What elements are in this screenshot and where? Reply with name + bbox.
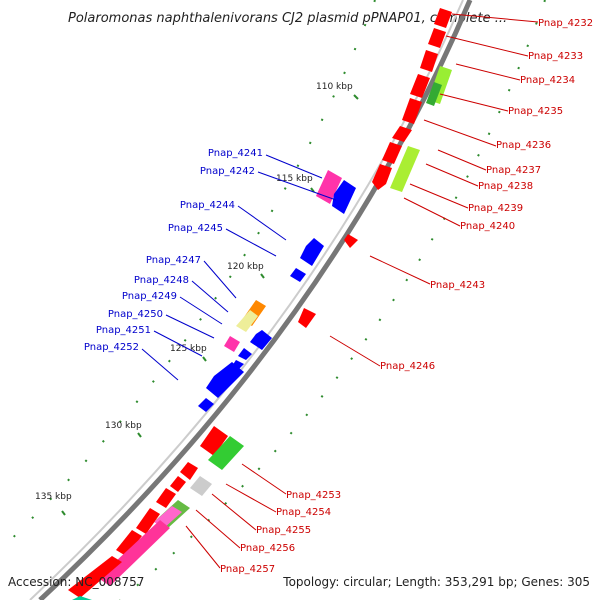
accession-text: Accession: NC_008757 [8,575,144,589]
gene-block[interactable] [420,50,438,72]
map-title: Polaromonas naphthalenivorans CJ2 plasmi… [68,11,507,26]
gene-label[interactable]: Pnap_4255 [256,525,311,536]
gene-block[interactable] [200,426,228,456]
gene-block[interactable] [434,8,452,28]
kbp-markers: 110 kbp 115 kbp 120 kbp 125 kbp 130 kbp … [35,82,359,516]
forward-labels: Pnap_4232 Pnap_4233 Pnap_4234 Pnap_4235 … [220,18,593,575]
gene-label[interactable]: Pnap_4234 [520,75,575,86]
gene-block[interactable] [136,508,160,534]
gene-block[interactable] [298,308,316,328]
gene-block[interactable] [250,330,272,350]
gene-block[interactable] [190,476,212,496]
gene-block[interactable] [116,530,142,556]
gene-block[interactable] [402,98,422,124]
gene-label[interactable]: Pnap_4235 [508,106,563,117]
gene-label[interactable]: Pnap_4243 [430,280,485,291]
gene-label[interactable]: Pnap_4257 [220,564,275,575]
gene-label[interactable]: Pnap_4239 [468,203,523,214]
reverse-leaders [141,154,337,381]
gene-block[interactable] [382,142,402,164]
gene-block[interactable] [290,268,306,282]
kbp-label: 110 kbp [316,82,353,92]
kbp-label: 120 kbp [227,262,264,272]
gene-block[interactable] [392,126,412,142]
gene-label[interactable]: Pnap_4254 [276,507,331,518]
gene-block[interactable] [198,398,214,412]
gene-block[interactable] [208,436,244,470]
gene-block[interactable] [426,82,442,106]
gene-label[interactable]: Pnap_4247 [146,255,201,266]
gene-block[interactable] [156,488,176,508]
gene-block[interactable] [68,556,122,598]
gene-block[interactable] [332,180,356,214]
gene-block[interactable] [236,310,258,332]
gene-label[interactable]: Pnap_4244 [180,200,235,211]
gene-block[interactable] [344,234,358,248]
gene-label[interactable]: Pnap_4233 [528,51,583,62]
gene-label[interactable]: Pnap_4237 [486,165,541,176]
gene-label[interactable]: Pnap_4241 [208,148,263,159]
gene-block[interactable] [180,462,198,480]
gene-block[interactable] [428,28,446,48]
gene-label[interactable]: Pnap_4256 [240,543,295,554]
topology-summary: Topology: circular; Length: 353,291 bp; … [282,575,590,589]
gene-block[interactable] [98,520,170,586]
forward-genes [68,8,452,600]
gene-label[interactable]: Pnap_4246 [380,361,435,372]
gene-block[interactable] [72,596,92,600]
gene-block[interactable] [300,238,324,266]
gene-label[interactable]: Pnap_4252 [84,342,139,353]
kbp-label: 135 kbp [35,492,72,502]
gene-label[interactable]: Pnap_4236 [496,140,551,151]
gene-label[interactable]: Pnap_4232 [538,18,593,29]
gene-label[interactable]: Pnap_4253 [286,490,341,501]
gene-label[interactable]: Pnap_4245 [168,223,223,234]
reverse-labels: Pnap_4241 Pnap_4242 Pnap_4244 Pnap_4245 … [84,148,263,353]
gene-label[interactable]: Pnap_4242 [200,166,255,177]
kbp-label: 115 kbp [276,174,313,184]
backbone-inner [29,0,464,600]
gene-block[interactable] [170,476,186,492]
gene-label[interactable]: Pnap_4251 [96,325,151,336]
gene-block[interactable] [238,348,252,360]
gene-block[interactable] [224,336,240,352]
gene-label[interactable]: Pnap_4238 [478,181,533,192]
gene-label[interactable]: Pnap_4250 [108,309,163,320]
kbp-label: 130 kbp [105,421,142,431]
gene-label[interactable]: Pnap_4240 [460,221,515,232]
gene-label[interactable]: Pnap_4248 [134,275,189,286]
gene-block[interactable] [390,146,420,192]
gene-block[interactable] [410,74,430,98]
backbone-outer [38,0,473,600]
gene-label[interactable]: Pnap_4249 [122,291,177,302]
forward-leaders [185,13,539,569]
gene-block[interactable] [206,362,244,398]
gene-block[interactable] [372,164,392,190]
